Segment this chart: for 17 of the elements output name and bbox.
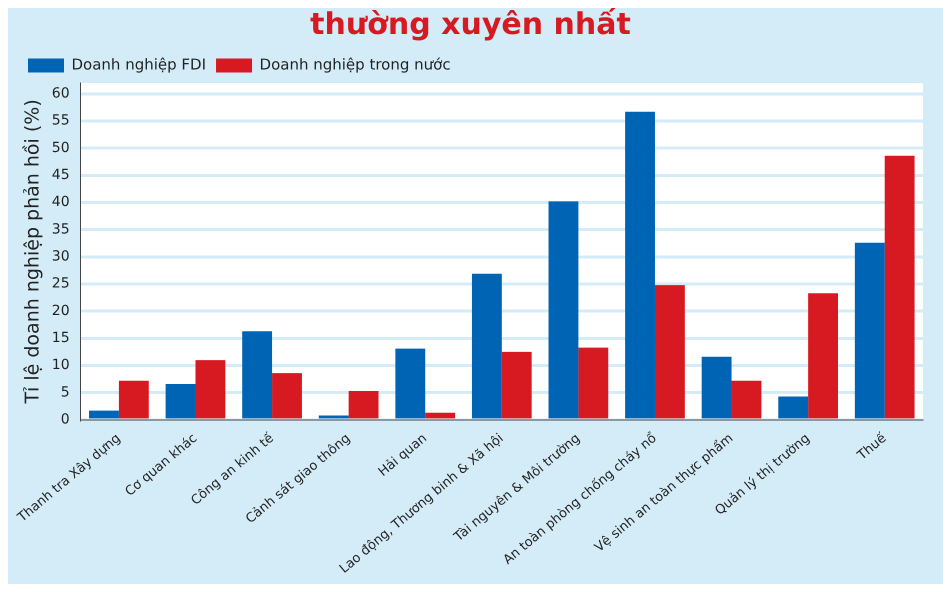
y-tick-label: 55 xyxy=(52,112,70,129)
legend-label: Doanh nghiệp FDI xyxy=(72,55,206,74)
chart-title: thường xuyên nhất xyxy=(310,6,631,42)
y-tick-label: 10 xyxy=(52,357,70,374)
y-tick-label: 60 xyxy=(52,86,70,102)
y-tick-label: 40 xyxy=(52,194,70,210)
y-tick-label: 30 xyxy=(52,248,70,264)
y-tick-label: 0 xyxy=(60,411,70,428)
y-tick-label: 25 xyxy=(52,276,70,292)
y-tick-label: 35 xyxy=(52,221,70,238)
y-tick-label: 5 xyxy=(60,384,70,400)
y-tick-label: 50 xyxy=(52,140,70,156)
y-tick-label: 15 xyxy=(52,330,70,346)
y-axis-title: Tỉ lệ doanh nghiệp phản hồi (%) xyxy=(21,99,44,405)
legend-label: Doanh nghiệp trong nước xyxy=(260,55,451,74)
y-tick-label: 20 xyxy=(52,302,70,319)
y-tick-label: 45 xyxy=(52,167,70,183)
